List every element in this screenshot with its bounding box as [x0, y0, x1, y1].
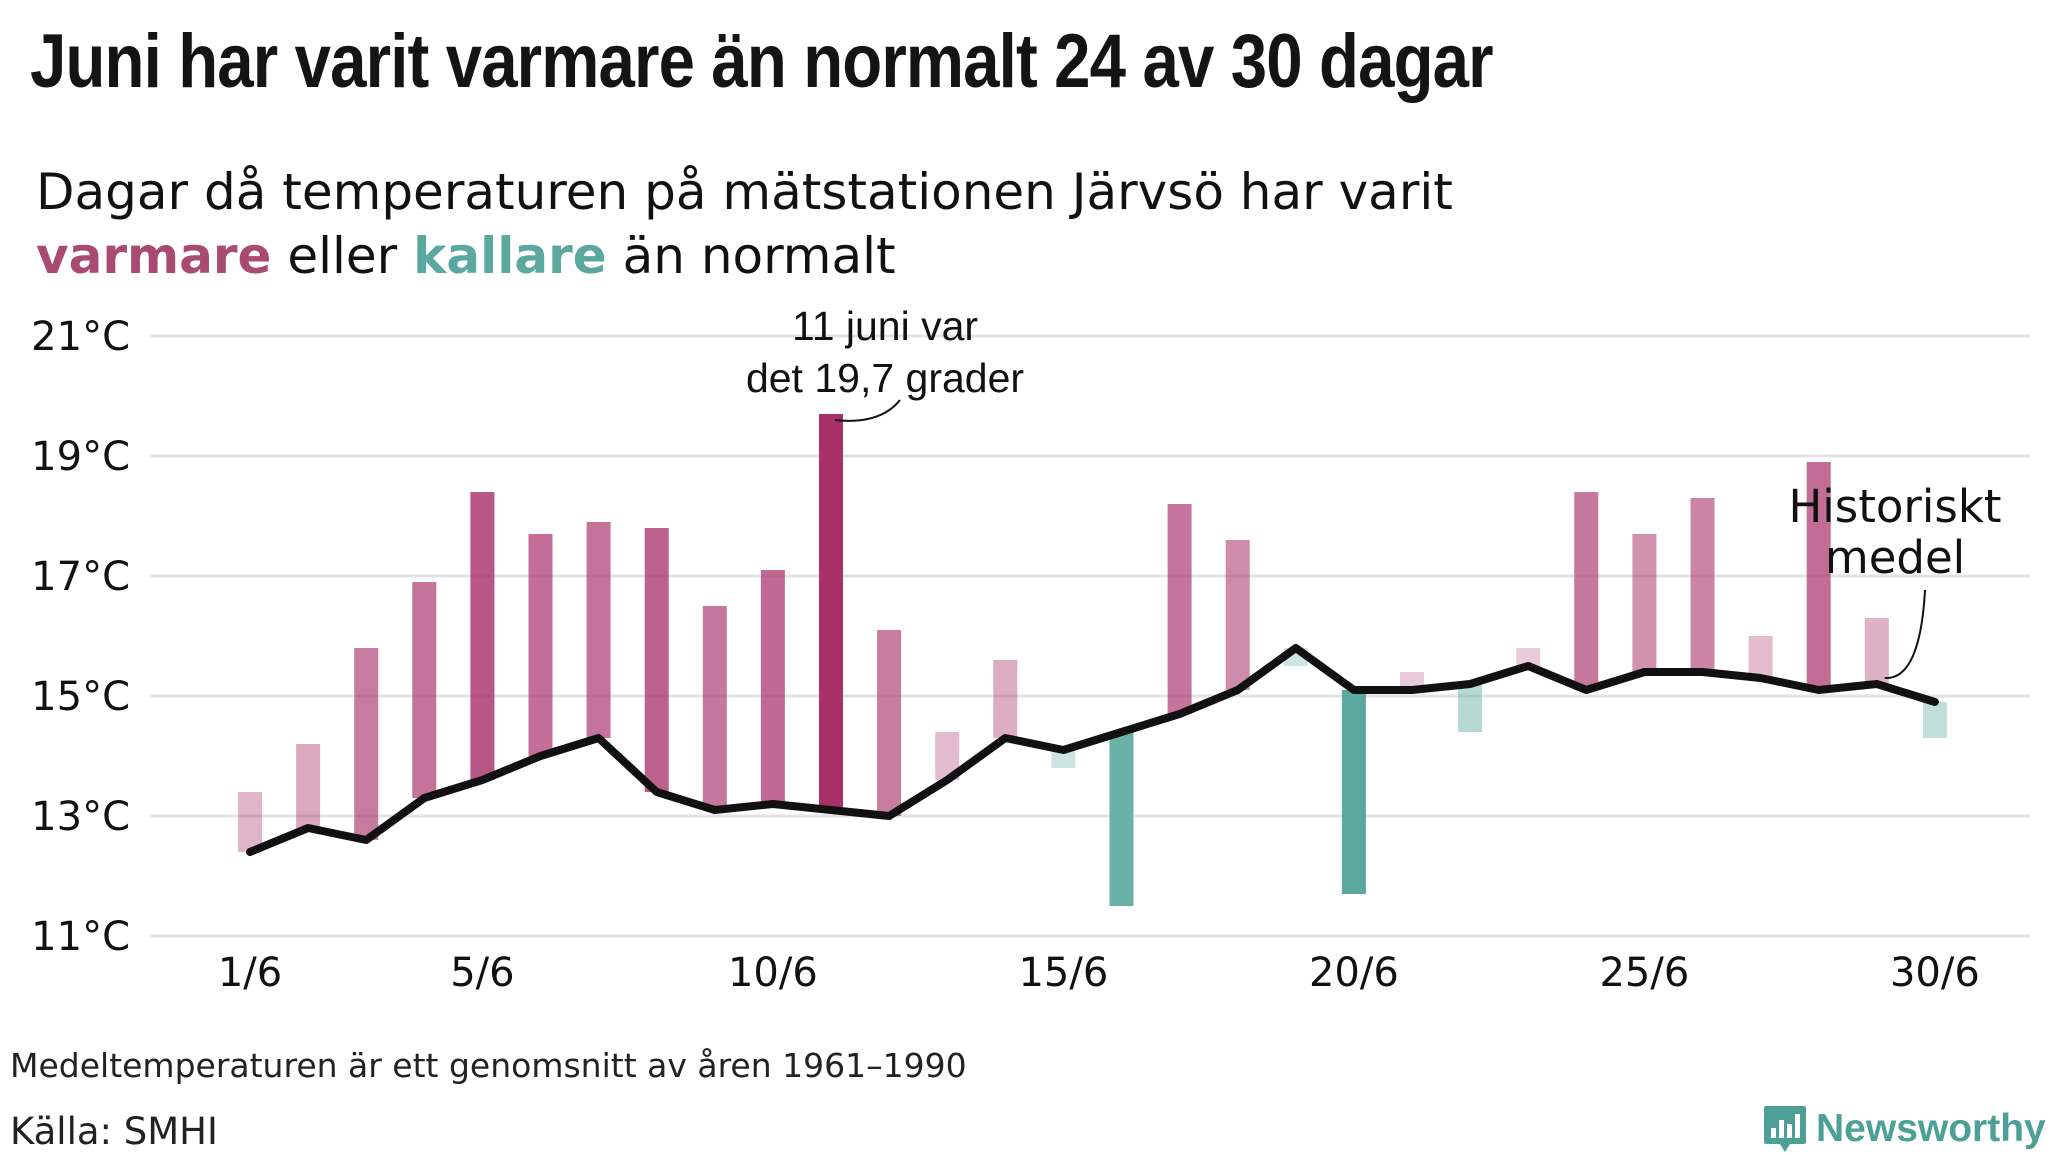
- y-tick-label: 13°C: [31, 794, 130, 840]
- average-line-group: [246, 644, 1939, 856]
- logo-wordmark: Newsworthy: [1816, 1107, 2046, 1150]
- x-tick-label: 15/6: [1018, 950, 1108, 996]
- bar-warmer: [586, 522, 611, 738]
- bar-warmer: [1690, 498, 1715, 672]
- bar-warmer: [470, 492, 495, 780]
- gridlines: [150, 334, 2030, 938]
- y-axis: 11°C 13°C 15°C 17°C 19°C 21°C: [31, 314, 130, 960]
- y-tick-label: 11°C: [31, 914, 130, 960]
- bar-colder: [1109, 732, 1134, 906]
- bar-warmer: [528, 534, 553, 756]
- y-tick-label: 17°C: [31, 554, 130, 600]
- annotation-connector: [834, 399, 901, 422]
- bar-warmer: [1574, 492, 1599, 690]
- bar-colder: [1922, 702, 1947, 738]
- average-line: [246, 644, 1939, 856]
- newsworthy-bar-chart-icon: [1764, 1106, 1806, 1152]
- subtitle-middle: eller: [287, 227, 398, 285]
- bar-warmer: [1864, 618, 1889, 684]
- subtitle-end: än normalt: [622, 227, 896, 285]
- bar-colder: [1051, 750, 1076, 768]
- annotation-label: 11 juni var: [792, 303, 978, 349]
- newsworthy-logo: Newsworthy: [1762, 1104, 2046, 1154]
- source-credit: Källa: SMHI: [10, 1110, 218, 1153]
- bar-warmer: [1167, 504, 1192, 714]
- bar-warmer: [760, 570, 785, 804]
- annotation-label: Historiskt: [1788, 480, 2001, 533]
- bar-warmer: [993, 660, 1018, 738]
- subtitle-line-2: varmare eller kallare än normalt: [36, 224, 1453, 288]
- subtitle-line-1: Dagar då temperaturen på mätstationen Jä…: [36, 163, 1453, 221]
- bar-warmer: [1748, 636, 1773, 678]
- y-tick-label: 19°C: [31, 434, 130, 480]
- bar-warmer: [296, 744, 321, 828]
- annotations: 11 juni var det 19,7 grader Historisktmede…: [746, 303, 2002, 680]
- bar-warmer: [1225, 540, 1250, 690]
- bar-warmer: [1632, 534, 1657, 672]
- x-tick-label: 30/6: [1890, 950, 1980, 996]
- y-tick-label: 15°C: [31, 674, 130, 720]
- x-tick-label: 5/6: [450, 950, 514, 996]
- bar-warmer: [238, 792, 262, 852]
- legend-colder: kallare: [413, 227, 607, 285]
- y-tick-label: 21°C: [31, 314, 130, 360]
- bar-colder: [1341, 690, 1366, 894]
- bar-colder: [1458, 684, 1483, 732]
- x-tick-label: 1/6: [218, 950, 282, 996]
- chart-title: Juni har varit varmare än normalt 24 av …: [30, 19, 1494, 104]
- annotation-connector: [1884, 589, 1926, 680]
- bar-warmer: [412, 582, 437, 798]
- x-tick-label: 10/6: [728, 950, 818, 996]
- x-tick-label: 20/6: [1309, 950, 1399, 996]
- bar-warmer: [644, 528, 669, 792]
- x-axis: 1/6 5/6 10/6 15/6 20/6 25/6 30/6: [218, 950, 1980, 996]
- bar-warmer: [702, 606, 727, 810]
- temperature-bars: [238, 414, 1947, 906]
- legend-warmer: varmare: [36, 227, 272, 285]
- x-tick-label: 25/6: [1599, 950, 1689, 996]
- footnote: Medeltemperaturen är ett genomsnitt av å…: [10, 1046, 967, 1085]
- chart-subtitle: Dagar då temperaturen på mätstationen Jä…: [36, 160, 1453, 288]
- bar-warmer: [1516, 648, 1541, 666]
- annotation-label: det 19,7 grader: [746, 355, 1024, 401]
- temperature-chart: 11°C 13°C 15°C 17°C 19°C 21°C 1/6 5/6 10/6 15/6 2…: [31, 303, 2030, 996]
- bar-warmer: [1806, 462, 1831, 690]
- annotation-label: medel: [1825, 531, 1965, 584]
- bar-warmer: [354, 648, 379, 840]
- bar-warmer: [819, 414, 843, 810]
- bar-warmer: [877, 630, 902, 816]
